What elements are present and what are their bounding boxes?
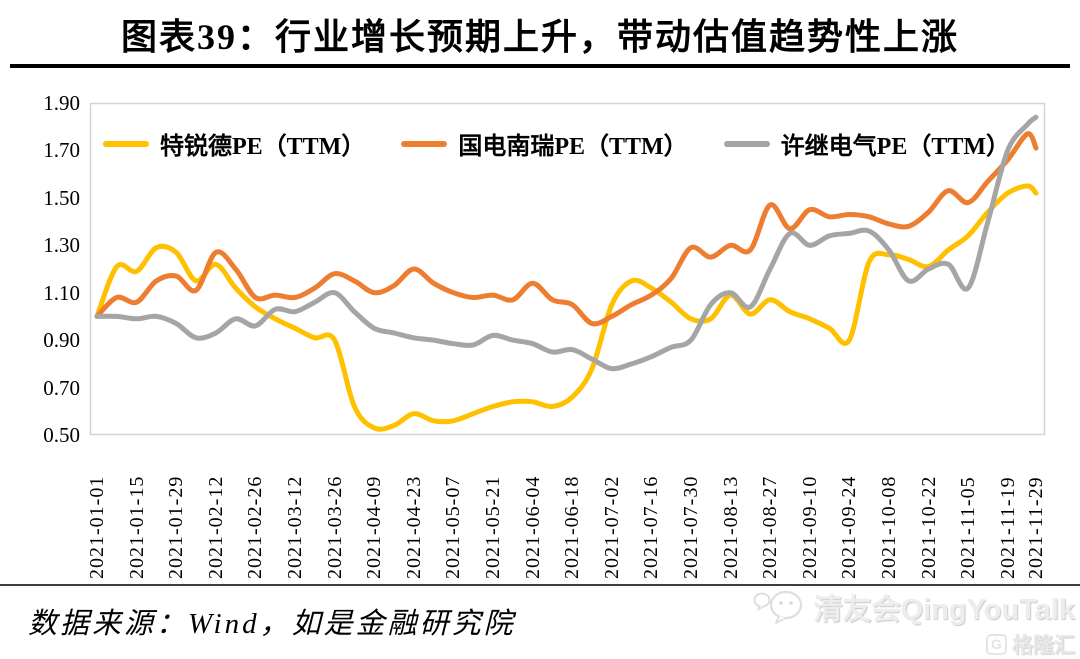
x-tick-label: 2021-06-04	[521, 475, 544, 579]
x-tick-label: 2021-06-18	[561, 475, 584, 579]
legend-swatch	[401, 140, 448, 147]
y-tick-label: 1.10	[43, 280, 80, 305]
plot-border	[89, 102, 1046, 436]
x-tick-label: 2021-09-24	[838, 475, 861, 579]
x-tick-label: 2021-01-01	[86, 475, 108, 579]
y-tick-label: 1.50	[43, 185, 80, 210]
legend-swatch	[723, 140, 770, 147]
x-tick-label: 2021-05-07	[442, 475, 465, 579]
series-line-0	[94, 183, 1039, 432]
chart-legend: 特锐德PE（TTM） 国电南瑞PE（TTM） 许继电气PE（TTM）	[103, 126, 1010, 161]
x-tick-label: 2021-11-19	[996, 476, 1019, 579]
x-tick-label: 2021-02-12	[204, 475, 227, 579]
x-tick-label: 2021-04-23	[402, 475, 425, 579]
legend-item-2: 许继电气PE（TTM）	[723, 126, 1011, 161]
watermark: 清友会QingYouTalk G 格隆汇	[753, 586, 1075, 659]
gelonghui-logo: G 格隆汇	[753, 629, 1075, 659]
legend-item-1: 国电南瑞PE（TTM）	[401, 126, 688, 161]
x-tick-label: 2021-10-08	[877, 475, 900, 579]
gelonghui-icon: G	[986, 633, 1007, 655]
wechat-icon	[753, 590, 803, 624]
chart-title: 图表39：行业增长预期上升，带动估值趋势性上涨	[120, 17, 959, 57]
series-line-2	[94, 114, 1039, 372]
legend-item-0: 特锐德PE（TTM）	[103, 126, 365, 161]
x-tick-label: 2021-08-13	[719, 475, 742, 579]
x-tick-label: 2021-03-26	[323, 475, 346, 579]
x-tick-label: 2021-01-29	[165, 475, 188, 579]
y-tick-label: 0.90	[43, 328, 80, 353]
x-tick-label: 2021-03-12	[283, 475, 306, 579]
x-tick-label: 2021-04-09	[363, 475, 386, 579]
legend-swatch	[103, 140, 149, 147]
x-tick-label: 2021-09-10	[798, 475, 821, 579]
title-underline	[10, 64, 1070, 68]
y-tick-label: 1.70	[43, 138, 80, 163]
x-tick-label: 2021-08-27	[759, 475, 782, 579]
wechat-account-name: 清友会QingYouTalk	[813, 594, 1075, 626]
wechat-watermark-line: 清友会QingYouTalk	[753, 586, 1075, 628]
series-line-1	[94, 131, 1039, 327]
legend-label: 特锐德PE（TTM）	[160, 134, 366, 160]
gelonghui-text: 格隆汇	[1012, 634, 1075, 657]
x-tick-label: 2021-07-16	[640, 475, 663, 579]
x-tick-label: 2021-05-21	[481, 475, 504, 579]
x-tick-label: 2021-07-30	[679, 475, 702, 579]
footer-rule	[0, 584, 1080, 586]
y-tick-label: 1.90	[43, 91, 80, 115]
legend-label: 许继电气PE（TTM）	[780, 134, 1011, 160]
legend-label: 国电南瑞PE（TTM）	[458, 134, 688, 160]
y-tick-label: 0.50	[43, 423, 80, 447]
x-tick-label: 2021-02-26	[244, 475, 267, 579]
y-tick-label: 0.70	[43, 375, 80, 400]
x-tick-label: 2021-01-15	[125, 475, 148, 579]
data-source-note: 数据来源：Wind，如是金融研究院	[28, 608, 516, 640]
y-tick-label: 1.30	[43, 233, 80, 258]
x-tick-label: 2021-07-02	[600, 475, 623, 579]
x-tick-label: 2021-11-29	[1025, 476, 1047, 579]
x-tick-label: 2021-10-22	[917, 475, 940, 579]
x-tick-label: 2021-11-05	[957, 476, 980, 579]
